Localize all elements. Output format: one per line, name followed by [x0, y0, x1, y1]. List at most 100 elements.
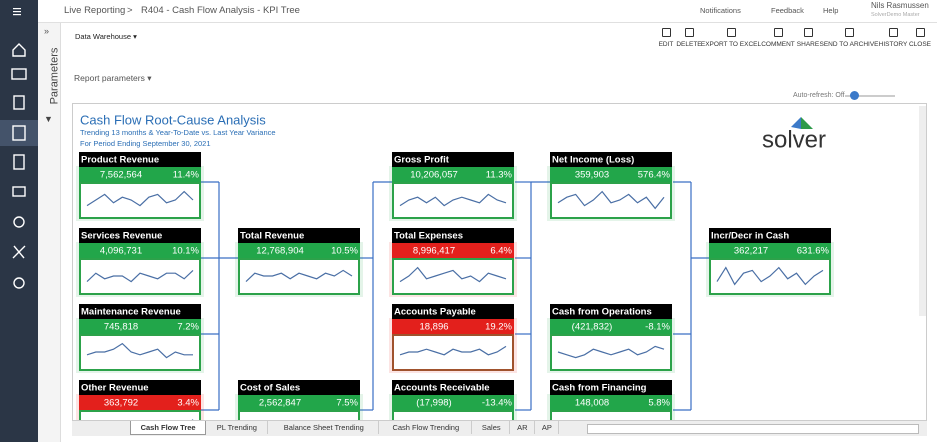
- nav-calc[interactable]: [13, 154, 25, 170]
- report-subtitle: Trending 13 months & Year-To-Date vs. La…: [80, 128, 276, 137]
- nav-reports[interactable]: [11, 68, 27, 80]
- sparkline: [86, 342, 193, 359]
- node-header: [550, 380, 672, 395]
- node-change: 631.6%: [797, 246, 830, 257]
- topbar: Live Reporting > R404 - Cash Flow Analys…: [38, 0, 937, 23]
- h-scroll[interactable]: [587, 424, 919, 434]
- node-label: Other Revenue: [81, 383, 149, 394]
- node-label: Total Revenue: [240, 231, 304, 242]
- tool-icon[interactable]: [889, 28, 898, 37]
- node-label: Net Income (Loss): [552, 155, 634, 166]
- sparkline: [716, 266, 824, 286]
- sparkline: [557, 190, 665, 210]
- auto-refresh: Auto-refresh: Off: [793, 92, 845, 99]
- tool-icon[interactable]: [774, 28, 783, 37]
- tool-icon[interactable]: [662, 28, 671, 37]
- tab[interactable]: AR: [511, 421, 535, 434]
- notifications[interactable]: Notifications: [700, 6, 741, 15]
- node-status: [79, 319, 201, 334]
- nav-tools[interactable]: [12, 245, 26, 259]
- tool-icon[interactable]: [804, 28, 813, 37]
- tool-icon[interactable]: [845, 28, 854, 37]
- report-period: For Period Ending September 30, 2021: [80, 139, 211, 148]
- crumb-sep: >: [127, 5, 133, 16]
- node-label: Product Revenue: [81, 155, 159, 166]
- active-nav[interactable]: [0, 120, 38, 146]
- tool-label: SHARE: [796, 41, 820, 48]
- node-header: [79, 152, 201, 167]
- nav-settings[interactable]: [13, 277, 25, 289]
- sparkline-box: [79, 410, 201, 421]
- node-status: [238, 395, 360, 410]
- node-header: [79, 380, 201, 395]
- node-label: Cost of Sales: [240, 383, 300, 394]
- node-status: [392, 243, 514, 258]
- sparkline-box: [392, 258, 514, 295]
- node-change: 576.4%: [638, 170, 671, 181]
- node-status: [79, 167, 201, 182]
- crumb[interactable]: Live Reporting: [64, 5, 126, 16]
- node-value: (17,998): [416, 398, 451, 409]
- node-header: [79, 228, 201, 243]
- node-header: [392, 380, 514, 395]
- tab[interactable]: Cash Flow Tree: [130, 421, 207, 435]
- node-label: Cash from Operations: [552, 307, 652, 318]
- node-status: [550, 167, 672, 182]
- sparkline: [86, 269, 194, 283]
- tab[interactable]: PL Trending: [206, 421, 269, 434]
- nav-flow[interactable]: [13, 216, 25, 228]
- filter[interactable]: ▼: [44, 114, 53, 124]
- tab[interactable]: AP: [536, 421, 560, 434]
- node-status: [392, 319, 514, 334]
- panel-title: Parameters: [48, 47, 61, 105]
- report-parameters[interactable]: Report parameters ▾: [74, 73, 152, 83]
- report-frame: Cash Flow Root-Cause Analysis Trending 13…: [72, 103, 927, 422]
- slider[interactable]: [845, 95, 895, 97]
- node-value: 10,206,057: [410, 170, 458, 181]
- user-name[interactable]: Nils Rasmussen: [871, 1, 929, 10]
- node-status: [79, 243, 201, 258]
- node-value: 7,562,564: [100, 170, 142, 181]
- nav-tasks[interactable]: [13, 95, 25, 110]
- tool-icon[interactable]: [916, 28, 925, 37]
- node-header: [238, 228, 360, 243]
- sparkline-box: [392, 410, 514, 421]
- help[interactable]: Help: [823, 6, 839, 15]
- node-label: Cash from Financing: [552, 383, 647, 394]
- slider-knob[interactable]: [850, 91, 859, 100]
- tool-label: EDIT: [658, 41, 674, 48]
- tab[interactable]: Cash Flow Trending: [380, 421, 473, 434]
- node-value: 8,996,417: [413, 246, 455, 257]
- tool-icon[interactable]: [685, 28, 694, 37]
- node-label: Total Expenses: [394, 231, 463, 242]
- tab[interactable]: Balance Sheet Trending: [270, 421, 380, 434]
- sparkline-box: [550, 182, 672, 219]
- node-header: [392, 304, 514, 319]
- node-value: (421,832): [572, 322, 613, 333]
- tab[interactable]: Sales: [474, 421, 510, 434]
- node-value: 12,768,904: [256, 246, 304, 257]
- sparkline-box: [550, 410, 672, 421]
- node-header: [709, 228, 831, 243]
- logo: solver: [762, 126, 826, 153]
- node-header: [392, 152, 514, 167]
- node-value: 745,818: [104, 322, 138, 333]
- sidebar-icons: [0, 0, 38, 289]
- node-label: Gross Profit: [394, 155, 450, 166]
- data-source[interactable]: Data Warehouse ▾: [75, 32, 137, 41]
- sparkline: [399, 266, 507, 283]
- logo-mark: [801, 117, 813, 129]
- tool-icon[interactable]: [727, 28, 736, 37]
- node-label: Maintenance Revenue: [81, 307, 181, 318]
- nav-home[interactable]: [12, 43, 26, 57]
- node-status: [550, 319, 672, 334]
- node-status: [709, 243, 831, 258]
- tool-label: SEND TO ARCHIVE: [819, 41, 879, 48]
- feedback[interactable]: Feedback: [771, 6, 804, 15]
- nav-docs[interactable]: [12, 186, 26, 197]
- node-change: -13.4%: [482, 398, 513, 409]
- nav-forms[interactable]: [12, 125, 26, 141]
- expand[interactable]: »: [44, 26, 50, 36]
- node-value: 4,096,731: [100, 246, 142, 257]
- node-change: 10.1%: [172, 246, 199, 257]
